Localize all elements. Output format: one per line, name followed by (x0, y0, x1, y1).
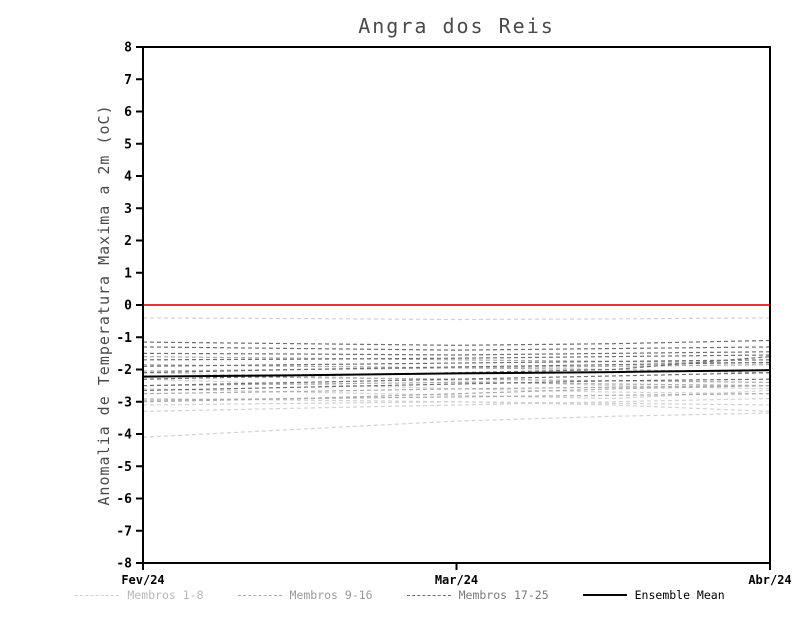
y-tick-label: 8 (124, 41, 132, 56)
member-line (142, 388, 771, 400)
legend-sample-0 (75, 594, 120, 596)
y-axis-label: Anomalia de Temperatura Maxima a 2m (oC) (95, 104, 113, 506)
y-tick-label: -3 (116, 395, 132, 410)
y-tick-label: 6 (124, 105, 132, 120)
legend-label-0: Membros 1-8 (127, 588, 204, 602)
legend-sample-2 (406, 594, 451, 596)
member-line (142, 346, 771, 351)
member-line (142, 412, 771, 438)
y-tick-label: -8 (116, 557, 132, 572)
y-tick-label: -1 (116, 331, 132, 346)
y-tick-label: 4 (124, 170, 132, 185)
legend-label-1: Membros 9-16 (289, 588, 373, 602)
legend-sample-3 (582, 594, 627, 596)
legend: Membros 1-8 Membros 9-16 Membros 17-25 E… (0, 588, 800, 602)
y-tick-label: 0 (124, 299, 132, 314)
legend-item-3: Ensemble Mean (582, 588, 725, 602)
legend-item-2: Membros 17-25 (406, 588, 549, 602)
x-tick-label: Abr/24 (748, 573, 791, 587)
y-tick-label: -6 (116, 492, 132, 507)
y-tick-label: -4 (116, 428, 132, 443)
ensemble-mean-line (142, 369, 771, 378)
member-line (142, 393, 771, 401)
legend-label-3: Ensemble Mean (634, 588, 725, 602)
y-tick-label: 7 (124, 73, 132, 88)
member-line (142, 339, 771, 346)
member-line (142, 351, 771, 356)
y-tick-label: 2 (124, 234, 132, 249)
y-tick-label: 3 (124, 202, 132, 217)
y-tick-label: 5 (124, 137, 132, 152)
member-line (142, 397, 771, 413)
legend-item-1: Membros 9-16 (237, 588, 373, 602)
y-tick-label: -7 (116, 524, 132, 539)
legend-sample-1 (237, 594, 282, 596)
x-tick-label: Fev/24 (121, 573, 164, 587)
y-tick-label: 1 (124, 266, 132, 281)
y-tick-label: -5 (116, 460, 132, 475)
legend-label-2: Membros 17-25 (458, 588, 549, 602)
x-tick-label: Mar/24 (435, 573, 478, 587)
y-tick-label: -2 (116, 363, 132, 378)
legend-item-0: Membros 1-8 (75, 588, 204, 602)
member-line (142, 317, 771, 321)
chart-title: Angra dos Reis (358, 14, 555, 38)
